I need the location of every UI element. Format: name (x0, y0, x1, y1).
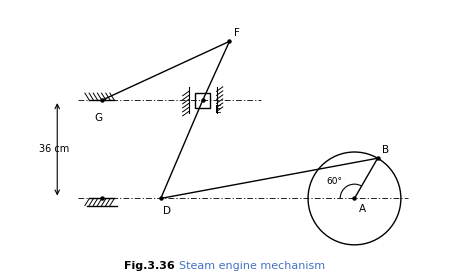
Text: D: D (163, 206, 172, 216)
Text: 60°: 60° (327, 177, 343, 186)
Text: Fig.3.36: Fig.3.36 (123, 261, 174, 271)
Text: E: E (215, 105, 222, 115)
Text: F: F (234, 28, 240, 38)
Bar (195, 93, 210, 108)
Text: B: B (382, 145, 389, 155)
Text: A: A (359, 204, 366, 214)
Text: 36 cm: 36 cm (39, 144, 70, 154)
Text: Steam engine mechanism: Steam engine mechanism (179, 261, 325, 271)
Text: G: G (94, 113, 102, 123)
